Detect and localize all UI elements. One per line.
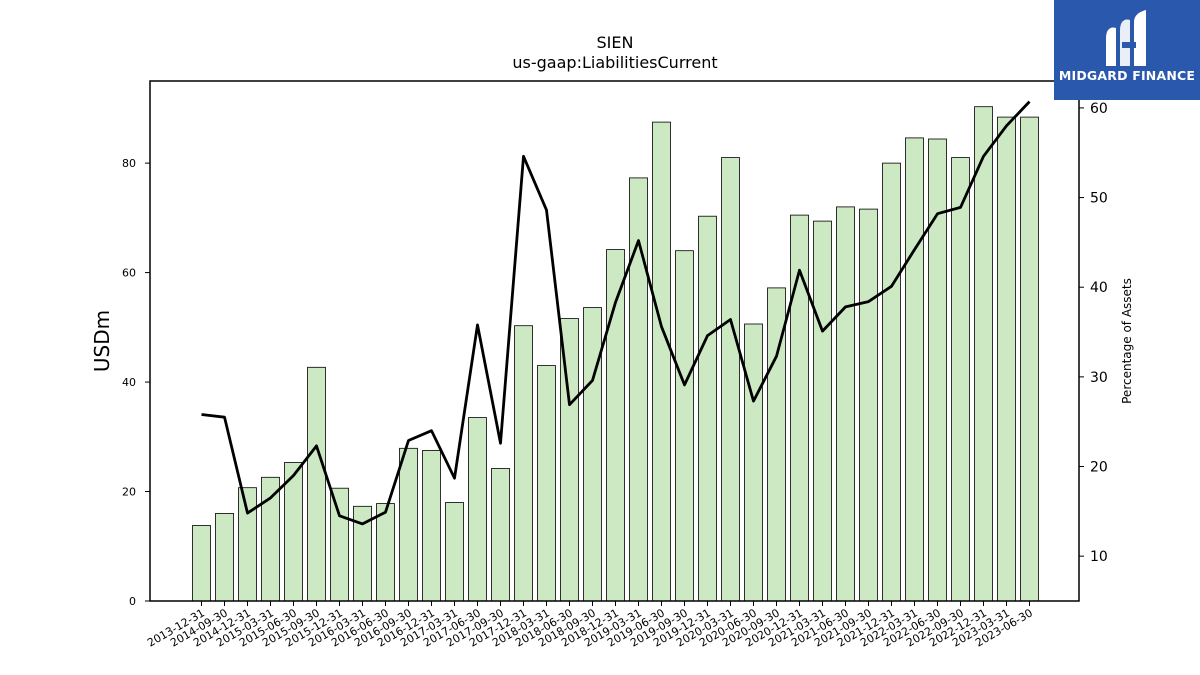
left-tick-label: 40: [122, 376, 136, 389]
bar-2022-12-31: [974, 106, 993, 602]
bar-2016-06-30: [376, 503, 395, 602]
bar-2013-12-31: [192, 525, 211, 602]
bar-2017-06-30: [468, 417, 487, 602]
midgard-m-logo-icon: [1106, 10, 1146, 66]
right-axis: 10 20 30 40 50 60: [1079, 101, 1108, 565]
midgard-finance-logo: MIDGARD FINANCE: [1054, 0, 1200, 100]
plot-frame: [149, 80, 1080, 602]
bar-2021-12-31: [882, 162, 901, 602]
bar-2021-03-31: [813, 220, 832, 602]
bar-2019-06-30: [652, 121, 671, 602]
bar-2021-06-30: [836, 206, 855, 602]
bar-2015-09-30: [307, 366, 326, 602]
bar-2020-06-30: [744, 323, 763, 602]
bar-2014-09-30: [215, 513, 234, 602]
right-tick-label: 50: [1090, 191, 1108, 207]
right-tick-label: 20: [1090, 460, 1108, 476]
bar-2018-09-30: [583, 307, 602, 602]
bar-2020-03-31: [721, 157, 740, 602]
left-tick-label: 80: [122, 157, 136, 170]
right-tick-label: 30: [1090, 370, 1108, 386]
left-tick-label: 60: [122, 267, 136, 280]
chart-title: SIEN: [597, 33, 634, 52]
bar-2019-12-31: [698, 215, 717, 602]
bar-2015-12-31: [330, 487, 349, 602]
bar-2015-03-31: [261, 476, 280, 602]
logo-text: MIDGARD FINANCE: [1058, 68, 1196, 83]
percentage-of-assets-line: [201, 100, 1031, 526]
bar-2017-09-30: [491, 468, 510, 602]
y2-axis-label: Percentage of Assets: [1120, 278, 1134, 404]
right-tick-label: 40: [1090, 280, 1108, 296]
chart-subtitle: us-gaap:LiabilitiesCurrent: [512, 53, 717, 72]
bar-2016-09-30: [399, 447, 418, 602]
right-tick-label: 60: [1090, 101, 1108, 117]
x-axis: 2013-12-312014-09-302014-12-312015-03-31…: [145, 601, 1035, 650]
bar-2023-06-30: [1020, 116, 1039, 602]
left-axis: 0 20 40 60 80: [122, 157, 150, 608]
left-tick-label: 20: [122, 486, 136, 499]
bar-2016-12-31: [422, 450, 441, 602]
bar-2023-03-31: [997, 116, 1016, 602]
y-axis-label: USDm: [90, 310, 114, 372]
bar-2019-09-30: [675, 250, 694, 602]
line-series: [201, 100, 1031, 526]
bar-2022-06-30: [928, 138, 947, 602]
bar-2021-09-30: [859, 208, 878, 602]
bar-2017-12-31: [514, 325, 533, 602]
bar-2022-09-30: [951, 157, 970, 602]
right-tick-label: 10: [1090, 549, 1108, 565]
bar-2022-03-31: [905, 137, 924, 602]
bar-2018-03-31: [537, 365, 556, 602]
bar-2014-12-31: [238, 487, 257, 602]
bar-2017-03-31: [445, 502, 464, 602]
bar-series: [192, 106, 1039, 602]
left-tick-label: 0: [129, 595, 136, 608]
